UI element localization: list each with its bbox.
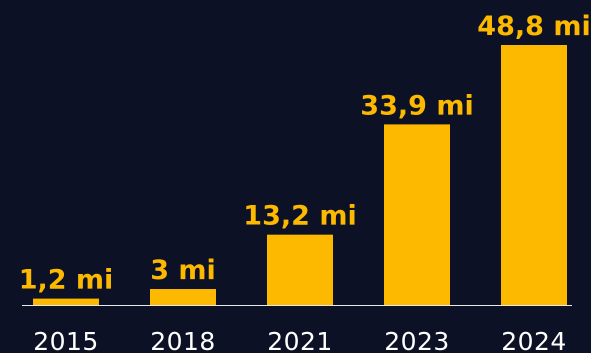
value-label-2021: 13,2 mi	[243, 201, 356, 232]
bar-2023	[384, 124, 450, 305]
value-label-2024: 48,8 mi	[477, 11, 590, 42]
bar-2024	[501, 45, 567, 305]
x-tick-label-2023: 2023	[384, 327, 450, 353]
bar-2021	[267, 234, 333, 305]
bar-2015	[33, 298, 99, 305]
value-label-2018: 3 mi	[150, 255, 216, 286]
bar-2018	[150, 289, 216, 305]
x-tick-label-2018: 2018	[150, 327, 216, 353]
x-tick-label-2021: 2021	[267, 327, 333, 353]
value-label-2015: 1,2 mi	[19, 265, 114, 296]
x-tick-label-2024: 2024	[501, 327, 567, 353]
bars-group	[33, 45, 567, 305]
value-labels-group: 1,2 mi 3 mi 13,2 mi 33,9 mi 48,8 mi	[19, 11, 591, 296]
x-tick-labels-group: 2015 2018 2021 2023 2024	[33, 327, 567, 353]
value-label-2023: 33,9 mi	[360, 90, 473, 121]
x-tick-label-2015: 2015	[33, 327, 99, 353]
